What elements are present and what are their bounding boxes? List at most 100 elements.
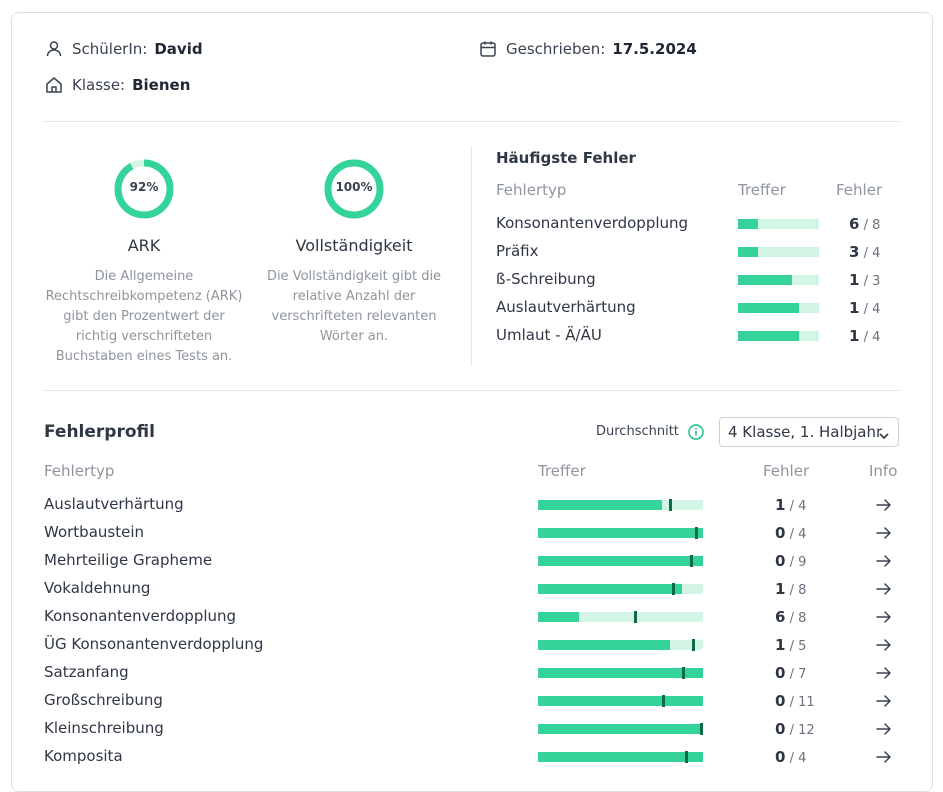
average-marker <box>699 723 703 735</box>
hit-bar <box>738 219 819 229</box>
average-marker <box>690 555 693 567</box>
error-count: 1 / 8 <box>775 580 806 598</box>
written-value: 17.5.2024 <box>612 40 697 58</box>
profile-error-label: Konsonantenverdopplung <box>44 607 237 625</box>
arrow-right-icon[interactable] <box>876 582 892 596</box>
error-count: 0 / 4 <box>775 524 806 542</box>
arrow-right-icon[interactable] <box>876 498 892 512</box>
average-marker <box>681 667 685 679</box>
arrow-right-icon[interactable] <box>876 694 892 708</box>
hit-bar <box>538 527 703 539</box>
hit-bar-fill <box>738 331 799 341</box>
error-count: 0 / 11 <box>775 692 815 710</box>
profile-error-label: Auslautverhärtung <box>44 495 184 513</box>
hit-bar-fill <box>538 584 683 594</box>
error-number: 0 <box>775 748 786 766</box>
profile-title: Fehlerprofil <box>44 422 155 442</box>
error-total: / 4 <box>789 527 807 542</box>
error-total: / 11 <box>789 695 815 710</box>
hit-bar-fill <box>538 556 703 566</box>
progress-value: 92% <box>129 180 159 194</box>
error-count: 0 / 7 <box>775 664 806 682</box>
error-count: 1 / 5 <box>775 636 806 654</box>
error-number: 0 <box>775 664 786 682</box>
student-value: David <box>154 40 203 58</box>
error-count: 6 / 8 <box>849 215 880 233</box>
arrow-right-icon[interactable] <box>876 554 892 568</box>
period-select[interactable]: 4 Klasse, 1. Halbjahr <box>719 417 899 447</box>
hit-bar-fill <box>538 668 703 678</box>
hit-bar-fill <box>538 528 703 538</box>
metric-title: Vollständigkeit <box>295 236 413 255</box>
hit-bar-fill <box>538 696 703 706</box>
hit-bar <box>538 667 703 679</box>
error-number: 6 <box>775 608 786 626</box>
written-label: Geschrieben: <box>506 40 606 58</box>
hit-bar <box>538 639 703 651</box>
profile-col-info: Info <box>869 462 898 480</box>
arrow-right-icon[interactable] <box>876 722 892 736</box>
error-count: 0 / 12 <box>775 720 815 738</box>
arrow-right-icon[interactable] <box>876 750 892 764</box>
profile-error-label: Komposita <box>44 747 123 765</box>
hit-bar-fill <box>538 724 703 734</box>
error-total: / 3 <box>863 274 881 289</box>
info-icon[interactable] <box>688 424 704 440</box>
error-number: 0 <box>775 524 786 542</box>
profile-col-errors: Fehler <box>763 462 810 480</box>
progress-ring-fill <box>114 159 174 219</box>
average-marker <box>671 583 675 595</box>
hit-bar-fill <box>738 247 759 257</box>
error-number: 1 <box>775 496 786 514</box>
hit-bar-fill <box>738 275 792 285</box>
frequent-error-label: Präfix <box>496 242 539 260</box>
hit-bar-fill <box>538 612 580 622</box>
error-count: 1 / 4 <box>775 496 806 514</box>
metric-title: ARK <box>127 236 161 255</box>
progress-value: 100% <box>335 180 373 194</box>
average-marker <box>661 695 665 707</box>
hit-bar-fill <box>738 303 799 313</box>
frequent-errors-title: Häufigste Fehler <box>496 149 636 167</box>
error-total: / 12 <box>789 723 815 738</box>
hit-bar <box>738 331 819 341</box>
profile-error-label: Großschreibung <box>44 691 163 709</box>
frequent-col-errors: Fehler <box>836 181 883 199</box>
report-card <box>11 12 933 792</box>
error-count: 0 / 4 <box>775 748 806 766</box>
progress-ring: 100% <box>323 158 385 220</box>
hit-bar-fill <box>538 500 662 510</box>
hit-bar <box>538 499 703 511</box>
chevron-down-icon <box>878 427 890 445</box>
student-label: SchülerIn: <box>72 40 148 58</box>
frequent-error-label: Auslautverhärtung <box>496 298 636 316</box>
hit-bar <box>538 583 703 595</box>
progress-ring: 92% <box>113 158 175 220</box>
error-number: 0 <box>775 720 786 738</box>
error-number: 0 <box>775 692 786 710</box>
hit-bar <box>538 723 703 735</box>
error-number: 1 <box>849 327 860 345</box>
error-number: 1 <box>849 271 860 289</box>
frequent-col-hits: Treffer <box>738 181 786 199</box>
error-total: / 8 <box>789 583 807 598</box>
frequent-error-label: Umlaut - Ä/ÄU <box>496 326 602 344</box>
profile-error-label: Satzanfang <box>44 663 129 681</box>
profile-error-label: ÜG Konsonantenverdopplung <box>44 635 264 653</box>
calendar-icon <box>478 39 498 59</box>
arrow-right-icon[interactable] <box>876 638 892 652</box>
class-label: Klasse: <box>72 76 126 94</box>
progress-ring-fill <box>324 159 384 219</box>
hit-bar <box>538 695 703 707</box>
error-total: / 9 <box>789 555 807 570</box>
arrow-right-icon[interactable] <box>876 666 892 680</box>
error-total: / 4 <box>863 330 881 345</box>
arrow-right-icon[interactable] <box>876 526 892 540</box>
metric-description: Die Allgemeine Rechtschreibkompetenz (AR… <box>45 269 243 364</box>
hit-bar-fill <box>738 219 759 229</box>
vertical-divider <box>471 146 472 366</box>
error-total: / 8 <box>863 218 881 233</box>
error-total: / 4 <box>789 751 807 766</box>
arrow-right-icon[interactable] <box>876 610 892 624</box>
hit-bar <box>738 303 819 313</box>
